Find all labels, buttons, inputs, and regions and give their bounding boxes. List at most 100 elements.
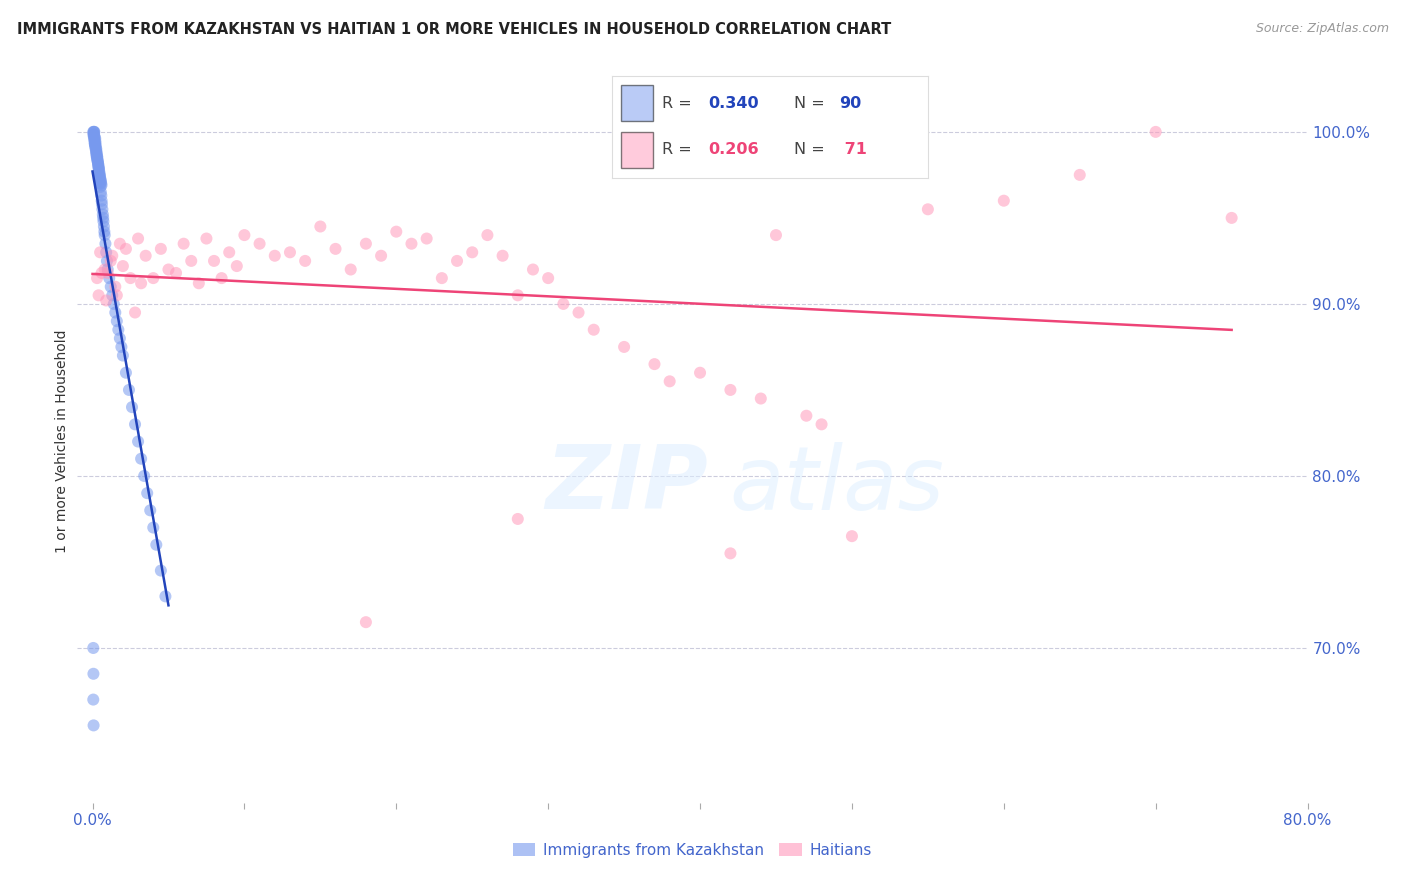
Point bbox=[87, 162, 110, 177]
Point bbox=[86, 271, 108, 285]
Point bbox=[749, 392, 772, 406]
Point bbox=[82, 692, 104, 706]
Text: N =: N = bbox=[793, 95, 830, 111]
FancyBboxPatch shape bbox=[621, 132, 652, 168]
Point bbox=[94, 236, 117, 251]
Point bbox=[83, 130, 105, 145]
Point bbox=[506, 288, 529, 302]
Point bbox=[233, 228, 256, 243]
Point bbox=[1069, 168, 1091, 182]
Point bbox=[87, 158, 110, 172]
Point bbox=[87, 159, 110, 173]
Point bbox=[86, 151, 108, 165]
Point bbox=[142, 271, 165, 285]
Point bbox=[108, 331, 131, 345]
Point bbox=[90, 194, 112, 208]
Text: R =: R = bbox=[662, 142, 697, 157]
Point bbox=[83, 132, 105, 146]
Point bbox=[90, 175, 112, 189]
Point bbox=[90, 177, 112, 191]
Text: N =: N = bbox=[793, 142, 830, 157]
Point bbox=[91, 211, 114, 225]
Point bbox=[249, 236, 271, 251]
Point bbox=[90, 185, 112, 199]
Point bbox=[689, 366, 711, 380]
Point bbox=[93, 225, 115, 239]
Point bbox=[84, 140, 107, 154]
Point bbox=[86, 145, 108, 160]
Point bbox=[430, 271, 453, 285]
Point bbox=[84, 135, 107, 149]
Point bbox=[841, 529, 863, 543]
Point bbox=[537, 271, 560, 285]
Point bbox=[86, 142, 108, 156]
Point bbox=[83, 125, 105, 139]
Point bbox=[115, 366, 138, 380]
Point bbox=[87, 158, 110, 172]
Point bbox=[658, 375, 681, 389]
Point bbox=[84, 138, 107, 153]
Point bbox=[89, 171, 111, 186]
Point bbox=[83, 134, 105, 148]
Point bbox=[134, 469, 156, 483]
Point bbox=[339, 262, 361, 277]
Point bbox=[82, 125, 104, 139]
Point bbox=[93, 228, 115, 243]
Point bbox=[810, 417, 832, 432]
Point bbox=[796, 409, 818, 423]
Point bbox=[105, 288, 128, 302]
Point bbox=[87, 161, 110, 175]
Point bbox=[180, 253, 202, 268]
Point bbox=[720, 546, 742, 560]
Point bbox=[89, 177, 111, 191]
Point bbox=[89, 168, 111, 182]
Point bbox=[309, 219, 332, 234]
Point bbox=[120, 271, 142, 285]
Point bbox=[82, 666, 104, 681]
Point bbox=[415, 231, 437, 245]
Point bbox=[87, 288, 110, 302]
Point bbox=[1144, 125, 1167, 139]
Point bbox=[225, 259, 247, 273]
Point bbox=[155, 590, 177, 604]
Point bbox=[83, 128, 105, 143]
Point bbox=[97, 266, 120, 280]
Text: R =: R = bbox=[662, 95, 697, 111]
Point bbox=[101, 249, 124, 263]
Point bbox=[93, 214, 115, 228]
Point bbox=[385, 225, 408, 239]
Point bbox=[108, 236, 131, 251]
Point bbox=[96, 245, 118, 260]
Point bbox=[90, 197, 114, 211]
Point bbox=[553, 297, 575, 311]
Point bbox=[84, 144, 107, 158]
Point bbox=[127, 231, 149, 245]
Point bbox=[87, 161, 110, 175]
Text: Source: ZipAtlas.com: Source: ZipAtlas.com bbox=[1256, 22, 1389, 36]
Point bbox=[354, 615, 377, 630]
Point bbox=[211, 271, 233, 285]
Text: 90: 90 bbox=[839, 95, 862, 111]
Point bbox=[145, 538, 167, 552]
Point bbox=[90, 173, 112, 187]
Point bbox=[917, 202, 939, 217]
Point bbox=[157, 262, 180, 277]
Point bbox=[325, 242, 347, 256]
Point bbox=[218, 245, 240, 260]
Point bbox=[89, 168, 111, 182]
Text: ZIP: ZIP bbox=[546, 442, 707, 528]
Point bbox=[354, 236, 377, 251]
Point bbox=[104, 305, 127, 319]
Point bbox=[491, 249, 513, 263]
Point bbox=[84, 142, 107, 156]
Point bbox=[101, 288, 124, 302]
Point bbox=[370, 249, 392, 263]
Point bbox=[83, 718, 105, 732]
Point bbox=[91, 207, 114, 221]
Point bbox=[97, 262, 120, 277]
Point bbox=[643, 357, 665, 371]
Point bbox=[522, 262, 544, 277]
Point bbox=[129, 277, 152, 291]
Point bbox=[96, 253, 118, 268]
Point bbox=[83, 130, 105, 145]
